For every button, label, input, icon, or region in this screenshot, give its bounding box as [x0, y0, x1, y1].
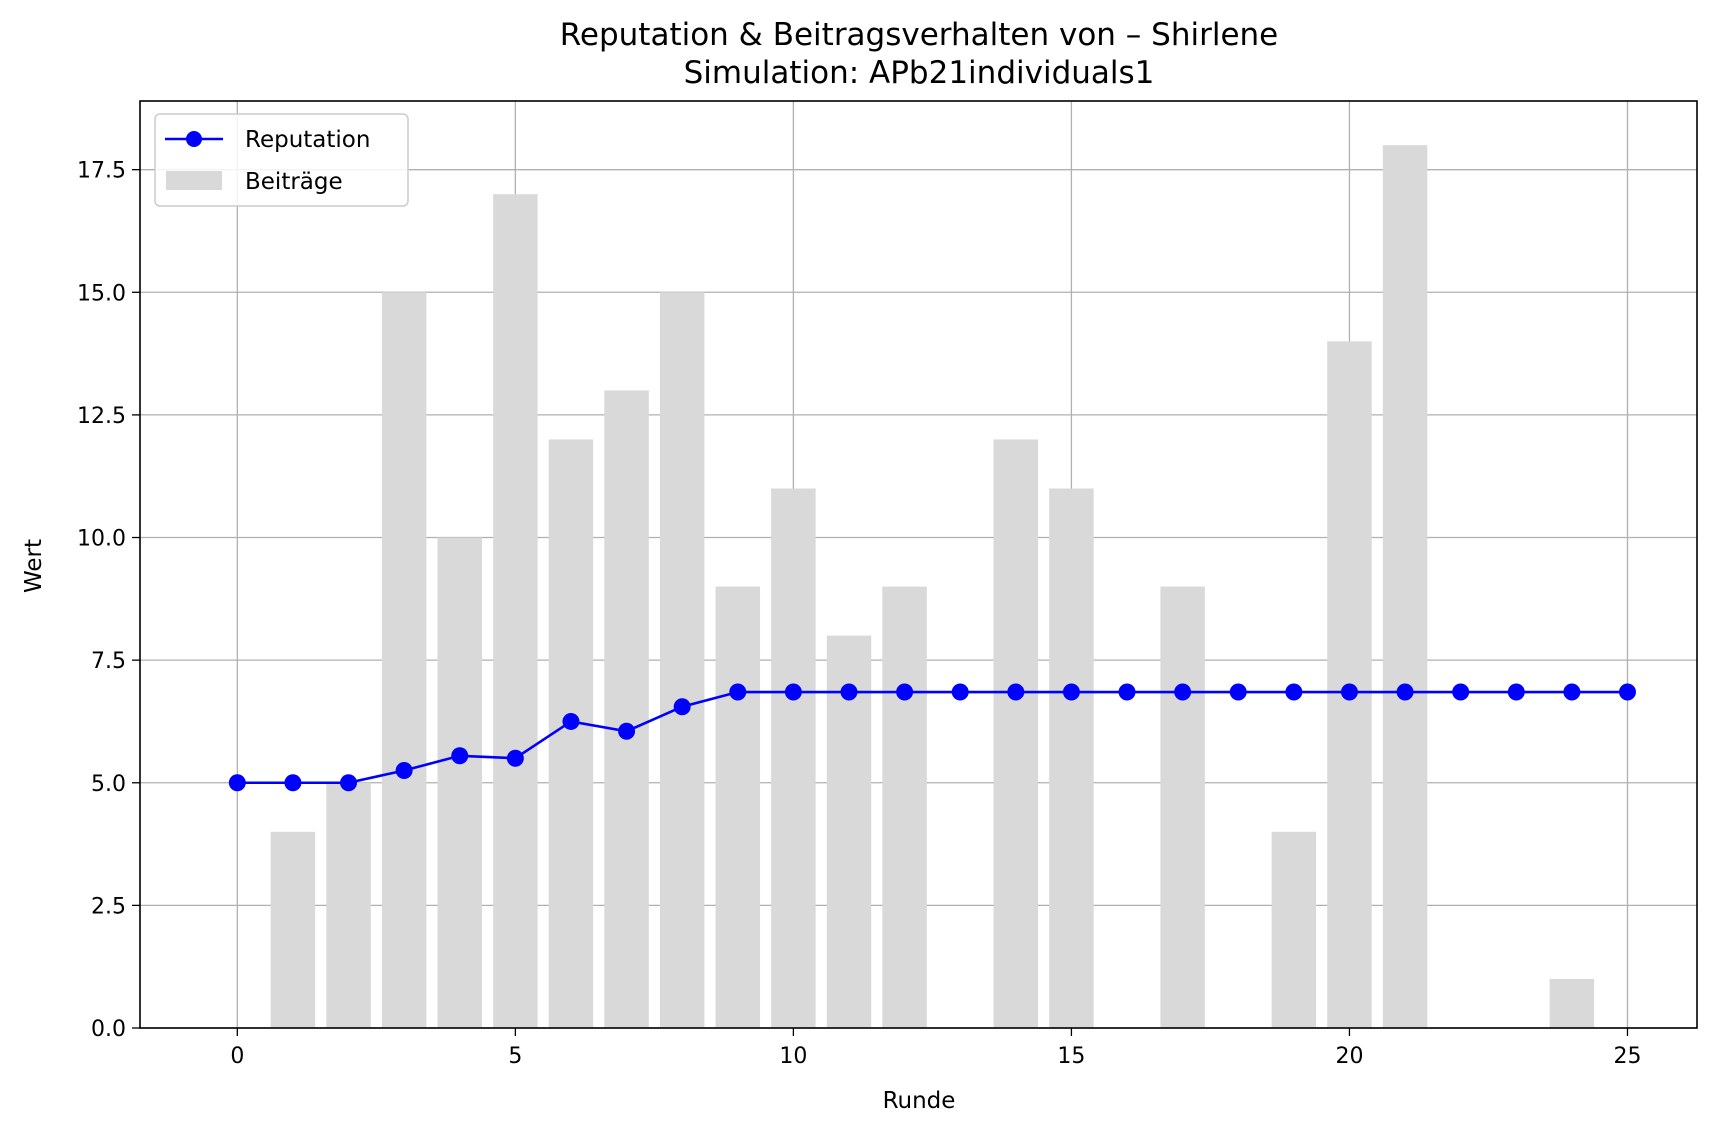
reputation-point-15 — [1062, 683, 1080, 701]
reputation-point-2 — [340, 774, 358, 792]
reputation-point-5 — [506, 749, 524, 767]
reputation-point-18 — [1229, 683, 1247, 701]
reputation-point-24 — [1563, 683, 1581, 701]
bar-beitraege-11 — [826, 635, 872, 1028]
reputation-point-9 — [729, 683, 747, 701]
x-tick-label-1: 5 — [508, 1044, 522, 1069]
bar-beitraege-4 — [437, 537, 482, 1028]
legend-beitraege-swatch — [166, 171, 222, 190]
reputation-point-16 — [1118, 683, 1136, 701]
bar-beitraege-17 — [1160, 586, 1205, 1028]
x-axis-label: Runde — [883, 1088, 956, 1114]
bar-beitraege-6 — [548, 439, 594, 1028]
x-tick-label-2: 10 — [779, 1044, 807, 1069]
legend-beitraege-label: Beiträge — [245, 169, 343, 195]
x-tick-label-5: 25 — [1613, 1044, 1641, 1069]
bar-beitraege-12 — [882, 586, 927, 1028]
reputation-point-3 — [395, 762, 413, 779]
y-axis: 0.0 2.5 5.0 7.5 10.0 12.5 15.0 17.5 — [77, 159, 140, 1042]
reputation-point-17 — [1174, 683, 1192, 701]
reputation-point-10 — [784, 683, 802, 701]
reputation-point-14 — [1007, 683, 1025, 701]
reputation-point-0 — [228, 774, 246, 792]
reputation-point-6 — [562, 712, 580, 730]
bar-beitraege-7 — [604, 390, 649, 1028]
legend: Reputation Beiträge — [154, 113, 409, 207]
reputation-point-4 — [451, 747, 469, 765]
reputation-point-8 — [673, 698, 691, 716]
chart-title: Reputation & Beitragsverhalten von – Shi… — [560, 17, 1279, 53]
y-tick-label-4: 10.0 — [77, 527, 126, 552]
y-tick-label-7: 17.5 — [77, 159, 126, 184]
y-tick-label-1: 2.5 — [91, 894, 126, 919]
reputation-point-11 — [840, 683, 858, 701]
reputation-point-23 — [1507, 683, 1525, 701]
bar-beitraege-15 — [1049, 488, 1094, 1028]
y-tick-label-0: 0.0 — [91, 1017, 126, 1042]
y-tick-label-6: 15.0 — [77, 281, 126, 306]
bar-beitraege-10 — [771, 488, 816, 1028]
reputation-point-19 — [1285, 683, 1303, 701]
bar-beitraege-21 — [1382, 145, 1428, 1029]
reputation-point-7 — [618, 722, 636, 740]
reputation-point-20 — [1340, 683, 1358, 701]
x-tick-label-3: 15 — [1057, 1044, 1085, 1069]
chart-subtitle: Simulation: APb21individuals1 — [684, 55, 1155, 91]
y-tick-label-5: 12.5 — [77, 404, 126, 429]
reputation-point-12 — [896, 683, 914, 701]
x-axis: 0 5 10 15 20 25 — [230, 1028, 1641, 1069]
x-tick-label-0: 0 — [230, 1044, 244, 1069]
bar-beitraege-19 — [1271, 831, 1317, 1028]
reputation-point-22 — [1452, 683, 1470, 701]
reputation-line — [237, 690, 1628, 785]
bar-beitraege-5 — [493, 194, 538, 1028]
y-tick-label-2: 5.0 — [91, 772, 126, 797]
bar-beitraege-2 — [326, 782, 371, 1028]
reputation-point-21 — [1396, 683, 1414, 701]
bar-beitraege-3 — [381, 292, 427, 1028]
reputation-point-13 — [951, 683, 969, 701]
x-tick-label-4: 20 — [1335, 1044, 1363, 1069]
legend-reputation-marker — [186, 131, 202, 147]
bar-beitraege-1 — [270, 831, 316, 1028]
bar-beitraege-14 — [993, 439, 1039, 1028]
line-group — [228, 683, 1636, 792]
plot-frame — [139, 100, 1698, 1029]
reputation-point-25 — [1618, 683, 1636, 701]
bars-group — [270, 145, 1595, 1029]
bar-beitraege-9 — [715, 586, 761, 1028]
legend-reputation-label: Reputation — [245, 127, 370, 153]
bar-beitraege-8 — [659, 292, 705, 1028]
bar-beitraege-24 — [1549, 978, 1595, 1028]
y-tick-label-3: 7.5 — [91, 649, 126, 674]
y-axis-label: Wert — [21, 539, 47, 593]
reputation-point-1 — [284, 774, 302, 792]
